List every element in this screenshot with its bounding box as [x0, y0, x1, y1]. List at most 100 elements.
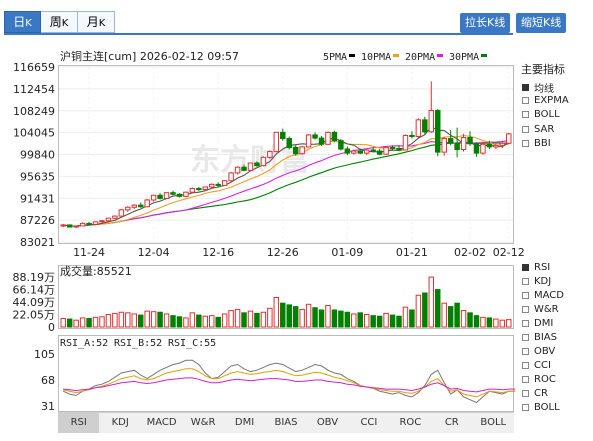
checkbox-box — [522, 348, 529, 355]
volume-bar — [228, 310, 234, 328]
volume-bar — [105, 314, 112, 328]
volume-bar — [209, 315, 215, 328]
ma-legend-label: 30PMA — [449, 52, 479, 63]
volume-bar — [247, 310, 254, 328]
checkbox-box — [522, 404, 529, 411]
y-tick-label: 87226 — [20, 214, 55, 227]
candle-body — [460, 137, 467, 151]
candle-body — [363, 149, 370, 154]
bottom-indicator-tabs: RSI KDJ MACD W&R DMI BIAS OBV CCI ROC CR BOLL — [58, 412, 514, 433]
volume-bar — [493, 318, 499, 328]
candle-body — [254, 162, 260, 167]
volume-tick-label: 0 — [48, 321, 55, 334]
sub-indicator-obv-checkbox[interactable]: OBV — [522, 346, 555, 357]
volume-bar — [144, 310, 150, 328]
tab-weekly-k[interactable]: 周K — [41, 11, 78, 33]
volume-bar — [112, 312, 118, 328]
sub-indicator-bias-checkbox[interactable]: BIAS — [522, 332, 557, 343]
checkbox-box — [522, 390, 529, 397]
x-tick-label: 02-02 — [454, 246, 486, 259]
rsi-lines — [62, 359, 516, 404]
volume-bar — [60, 317, 66, 328]
checkbox-box — [522, 140, 529, 147]
volume-bar — [486, 317, 493, 328]
candle-body — [305, 134, 312, 148]
volume-bar — [312, 307, 318, 328]
sub-indicator-boll-checkbox[interactable]: BOLL — [522, 402, 560, 413]
x-tick-label: 11-24 — [73, 246, 105, 259]
sub-indicator-dmi-checkbox[interactable]: DMI — [522, 318, 553, 329]
main-indicator-sar-checkbox[interactable]: SAR — [522, 124, 554, 135]
volume-bar — [267, 307, 273, 328]
ma-legend-swatch — [437, 54, 443, 57]
main-indicator-bbi-checkbox[interactable]: BBI — [522, 138, 551, 149]
candle-body — [157, 194, 163, 199]
bottom-tab-kdj[interactable]: KDJ — [111, 417, 129, 428]
volume-bar — [331, 309, 338, 328]
moving-average-lines — [63, 126, 510, 227]
main-grid — [59, 66, 513, 243]
bottom-tab-dmi[interactable]: DMI — [234, 417, 255, 428]
stretch-k-button[interactable]: 拉长K线 — [460, 13, 511, 33]
candle-body — [435, 109, 441, 153]
volume-chart-frame — [58, 265, 514, 329]
bottom-tab-macd[interactable]: MACD — [146, 417, 177, 428]
main-indicator-boll-checkbox[interactable]: BOLL — [522, 109, 560, 120]
bottom-tab-cr[interactable]: CR — [444, 417, 459, 428]
volume-bar — [170, 315, 176, 328]
x-tick-label: 12-26 — [267, 246, 299, 259]
volume-bar — [286, 304, 292, 328]
indicator-label: DMI — [534, 318, 554, 329]
period-tabs: 日K 周K 月K — [4, 11, 115, 33]
bottom-tab-obv[interactable]: OBV — [316, 417, 339, 428]
bottom-tab-wr[interactable]: W&R — [190, 417, 216, 428]
volume-bar — [273, 297, 280, 328]
sub-indicator-cci-checkbox[interactable]: CCI — [522, 360, 551, 371]
sub-indicator-cr-checkbox[interactable]: CR — [522, 388, 548, 399]
bottom-tab-bias[interactable]: BIAS — [274, 417, 298, 428]
bottom-tab-roc[interactable]: ROC — [399, 417, 422, 428]
main-indicator-expma-checkbox[interactable]: EXPMA — [522, 95, 569, 106]
candle-body — [351, 150, 357, 154]
tab-monthly-k[interactable]: 月K — [78, 11, 115, 33]
bottom-tab-cci[interactable]: CCI — [360, 417, 378, 428]
candle-body — [267, 151, 273, 158]
volume-bar — [506, 319, 512, 328]
y-tick-label: 99840 — [20, 149, 55, 162]
y-tick-label: 104045 — [13, 127, 55, 140]
volume-bar — [435, 289, 441, 328]
candle-body — [196, 188, 202, 191]
main-chart-frame — [58, 65, 514, 244]
y-tick-label: 91431 — [20, 192, 55, 205]
main-indicator--checkbox[interactable]: 均线 — [522, 80, 554, 95]
candle-body — [183, 191, 189, 197]
candle-body — [112, 215, 118, 219]
volume-bar — [73, 319, 79, 328]
ma-legend: 5PMA 10PMA 20PMA 30PMA — [323, 52, 487, 63]
candlesticks — [60, 81, 512, 229]
candle-body — [60, 224, 66, 227]
sub-indicator-wr-checkbox[interactable]: W&R — [522, 304, 559, 315]
rsi-tick-label: 105 — [34, 348, 55, 361]
tab-daily-k[interactable]: 日K — [4, 11, 41, 33]
volume-bar — [447, 306, 454, 328]
rsi-line-rsi_c — [63, 377, 516, 393]
ma-line-20pma — [63, 140, 509, 227]
volume-bar — [125, 312, 131, 328]
volume-bar — [351, 313, 357, 328]
candle-body — [176, 193, 183, 197]
candle-body — [189, 188, 196, 193]
candle-body — [241, 166, 247, 171]
shrink-k-button[interactable]: 缩短K线 — [516, 13, 567, 33]
checkbox-box — [522, 292, 529, 299]
sub-indicator-kdj-checkbox[interactable]: KDJ — [522, 276, 551, 287]
sub-indicator-roc-checkbox[interactable]: ROC — [522, 374, 556, 385]
bottom-tab-rsi[interactable]: RSI — [58, 413, 100, 433]
volume-bar — [99, 316, 105, 328]
bottom-tab-boll[interactable]: BOLL — [480, 417, 507, 428]
sub-indicator-rsi-checkbox[interactable]: RSI — [522, 262, 550, 273]
ma-line-10pma — [63, 134, 509, 227]
rsi-line-rsi_a — [62, 359, 516, 404]
candle-body — [280, 131, 286, 140]
sub-indicator-macd-checkbox[interactable]: MACD — [522, 290, 564, 301]
